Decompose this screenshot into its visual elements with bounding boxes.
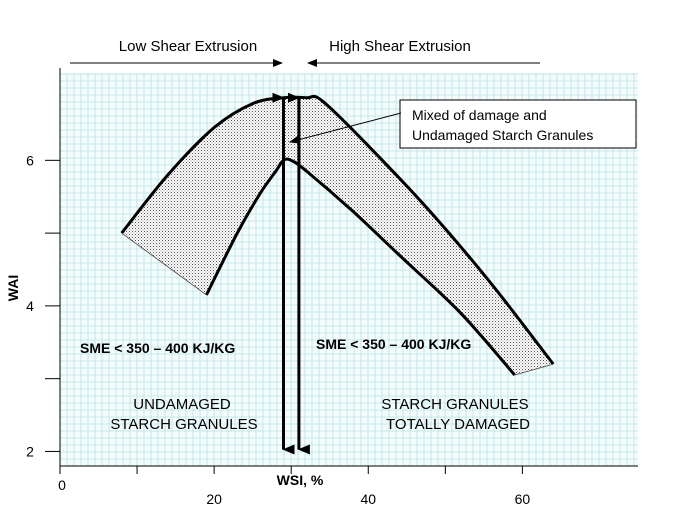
mixed-region-band bbox=[121, 96, 554, 376]
high-shear-label: High Shear Extrusion bbox=[329, 38, 471, 55]
low-shear-label: Low Shear Extrusion bbox=[119, 38, 257, 55]
y-tick-label: 2 bbox=[26, 443, 34, 459]
x-tick-label: 20 bbox=[206, 491, 222, 507]
mixed-annotation-box bbox=[399, 99, 637, 149]
outer-curve bbox=[120, 94, 555, 366]
undamaged-label-line2: STARCH GRANULES bbox=[110, 416, 257, 433]
band-right-edge bbox=[514, 363, 554, 376]
x-tick-label: 60 bbox=[515, 491, 531, 507]
undamaged-label-line1: UNDAMAGED bbox=[133, 396, 231, 413]
x-tick-label: 40 bbox=[360, 491, 376, 507]
plot-area bbox=[120, 92, 555, 455]
y-tick-label: 4 bbox=[26, 298, 34, 314]
x-tick-label: 0 bbox=[58, 477, 66, 493]
sme-left-label: SME < 350 – 400 KJ/KG bbox=[80, 340, 235, 356]
y-axis-title: WAI bbox=[5, 275, 21, 301]
sme-right-label: SME < 350 – 400 KJ/KG bbox=[316, 336, 471, 352]
damaged-label-line2: TOTALLY DAMAGED bbox=[386, 416, 530, 433]
mixed-annotation-pointer bbox=[289, 112, 402, 144]
y-tick-label: 6 bbox=[26, 152, 34, 168]
mixed-annotation-line1: Mixed of damage and bbox=[412, 107, 547, 123]
mixed-annotation-line2: Undamaged Starch Granules bbox=[412, 127, 593, 143]
x-axis-title: WSI, % bbox=[277, 472, 324, 488]
band-left-edge bbox=[121, 232, 207, 296]
damaged-label-line1: STARCH GRANULES bbox=[381, 396, 528, 413]
